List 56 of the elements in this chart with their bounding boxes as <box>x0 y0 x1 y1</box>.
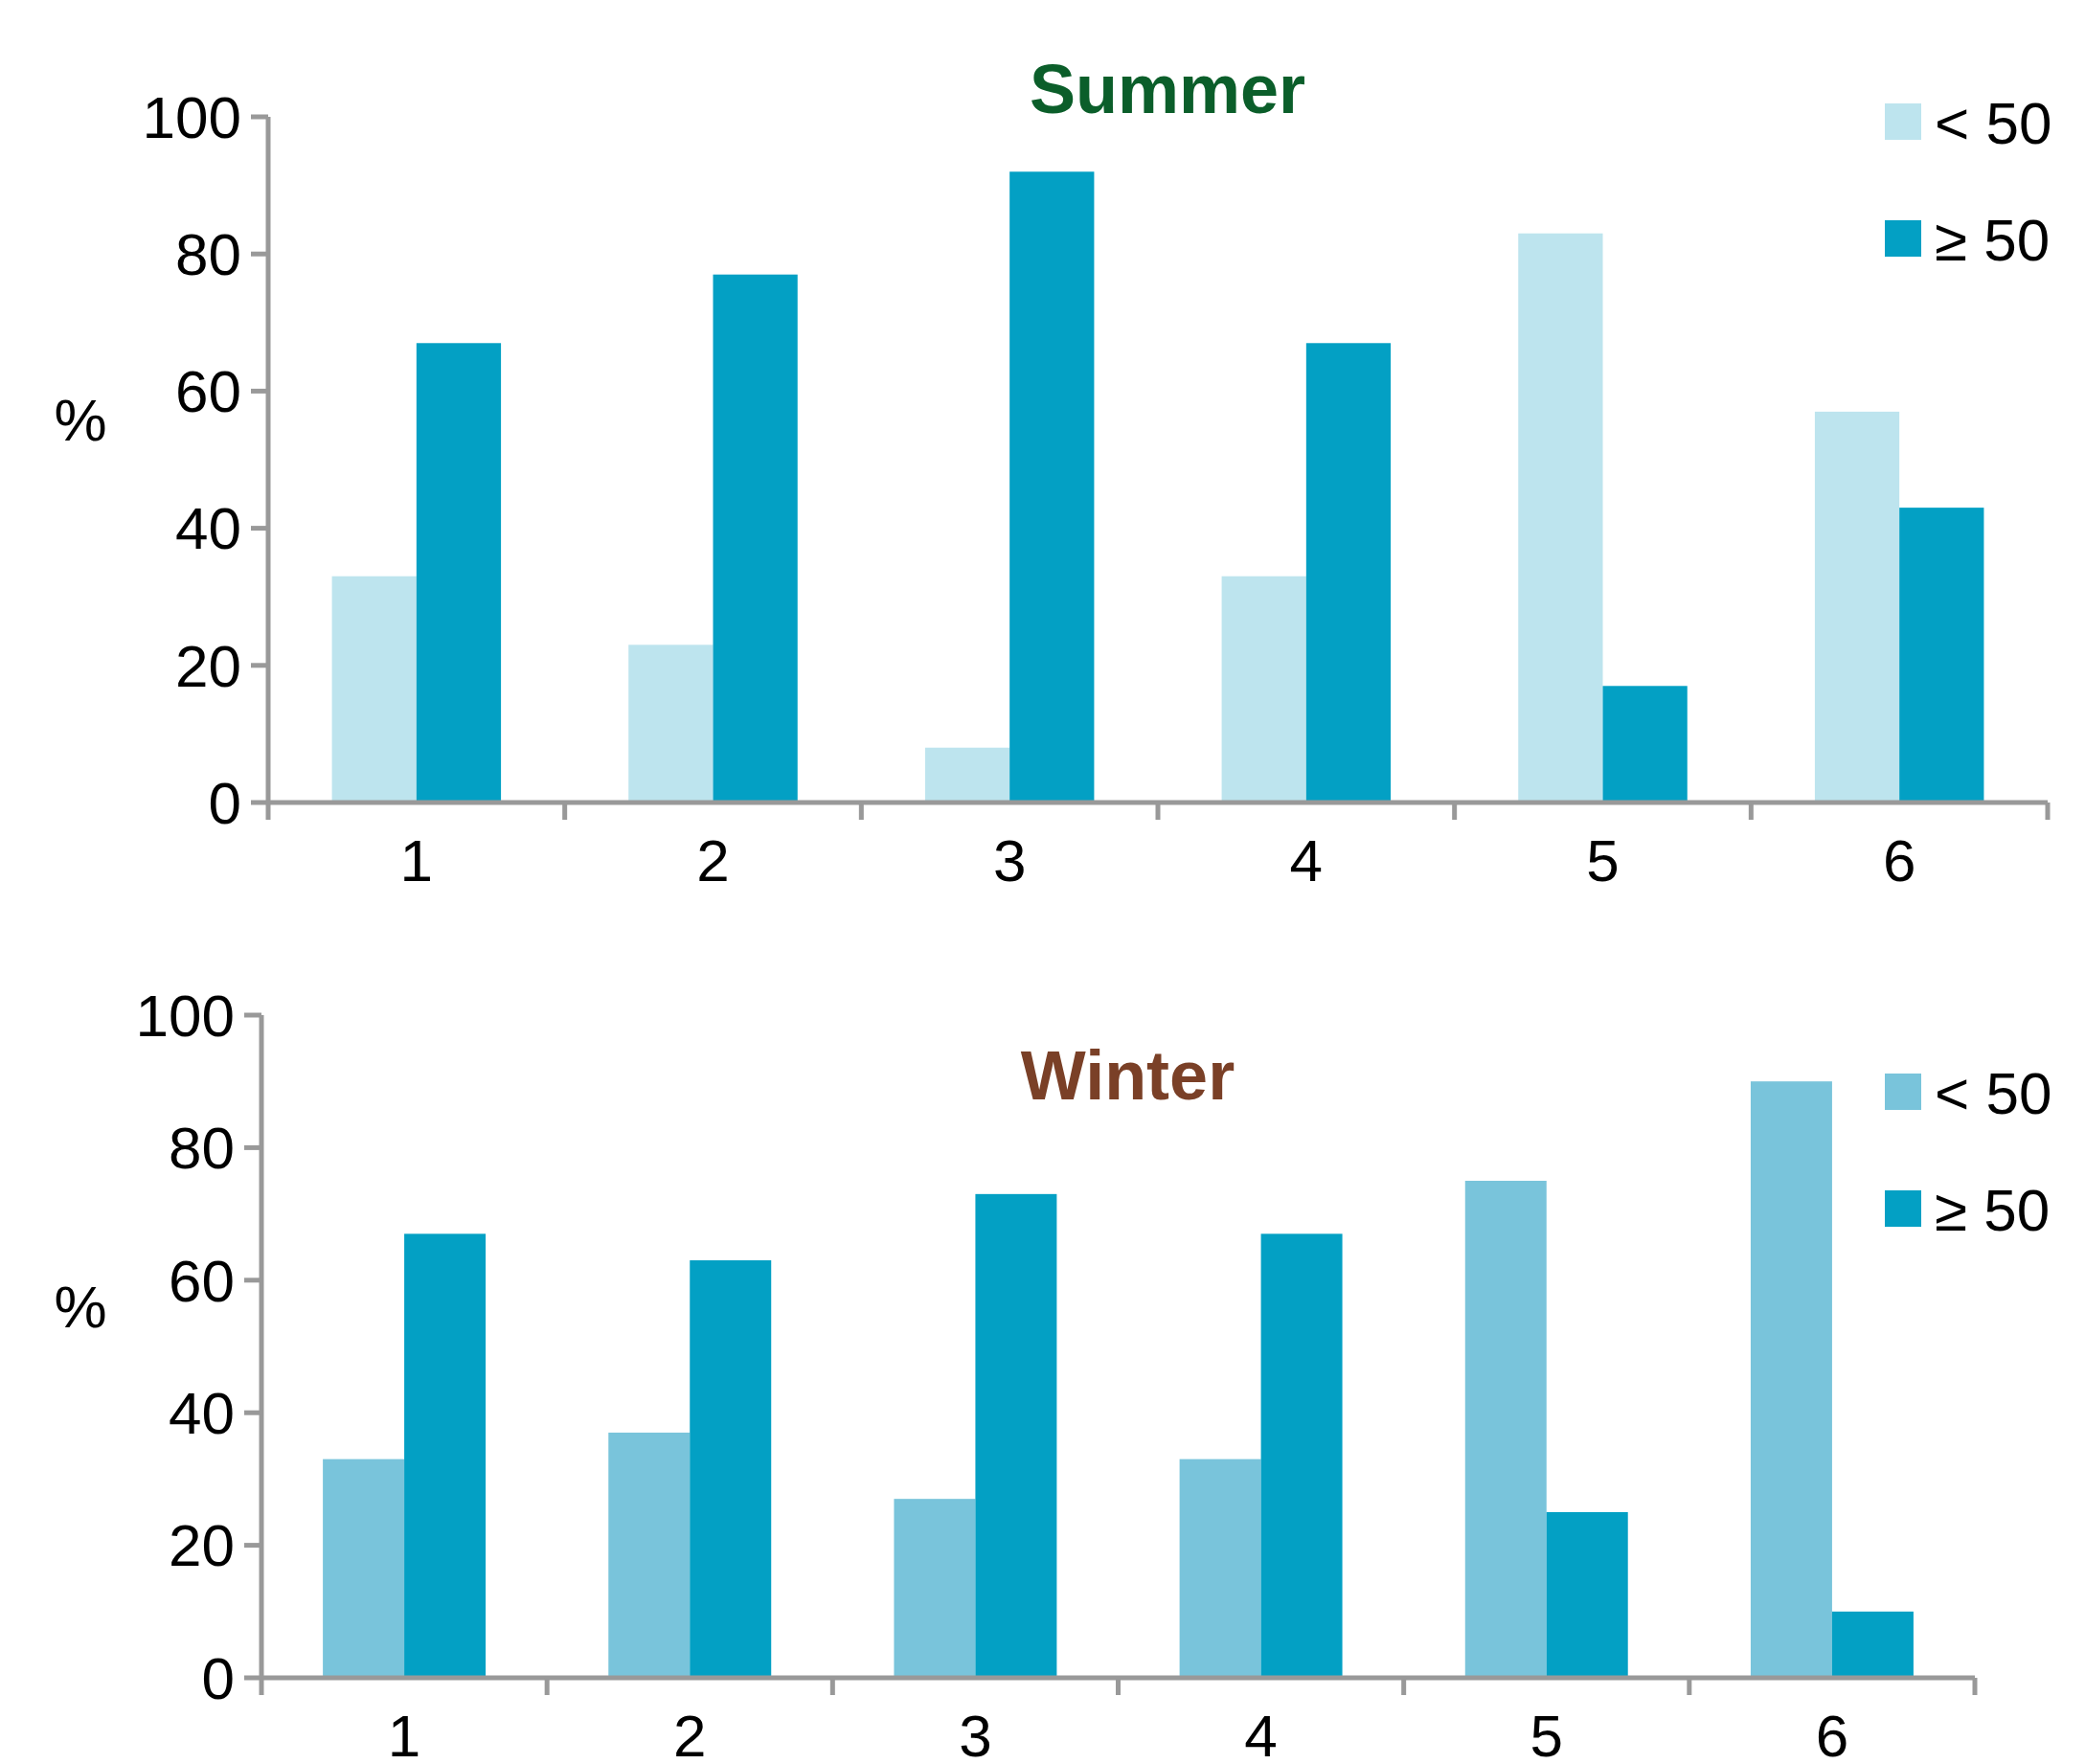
y-tick-label: 60 <box>175 358 241 425</box>
x-tick-label: 2 <box>673 1703 707 1764</box>
bar <box>690 1260 772 1678</box>
y-tick-label: 0 <box>208 769 241 836</box>
bar <box>1260 1233 1343 1678</box>
chart-title: Winter <box>1020 1037 1235 1114</box>
y-tick-label: 40 <box>175 495 241 562</box>
y-tick-label: 100 <box>142 83 241 150</box>
bar <box>1464 1181 1547 1678</box>
x-tick-label: 1 <box>399 827 434 893</box>
bar <box>323 1459 405 1678</box>
bar <box>416 343 502 803</box>
bar <box>1814 411 1900 803</box>
x-tick-label: 4 <box>1289 827 1324 893</box>
chart-title: Summer <box>1029 51 1306 127</box>
bar <box>608 1432 691 1678</box>
y-tick-label: 20 <box>169 1512 235 1579</box>
bar <box>1750 1081 1832 1678</box>
bar <box>894 1499 976 1678</box>
bar <box>1009 171 1095 803</box>
x-tick-label: 1 <box>387 1703 421 1764</box>
y-tick-label: 80 <box>169 1115 235 1182</box>
x-tick-label: 2 <box>696 827 730 893</box>
x-tick-label: 6 <box>1815 1703 1849 1764</box>
bar <box>331 576 417 803</box>
legend-label: ≥ 50 <box>1935 206 2051 273</box>
y-tick-label: 40 <box>169 1379 235 1446</box>
y-tick-label: 0 <box>201 1644 235 1711</box>
y-tick-label: 100 <box>135 982 235 1049</box>
bar <box>1305 343 1392 803</box>
bar <box>1831 1611 1914 1678</box>
legend-label: ≥ 50 <box>1935 1176 2051 1243</box>
bar <box>1221 576 1306 803</box>
y-tick-label: 80 <box>175 220 241 287</box>
x-tick-label: 6 <box>1882 827 1916 893</box>
bar <box>1602 686 1688 803</box>
bar <box>1546 1512 1628 1678</box>
y-tick-label: 60 <box>169 1247 235 1314</box>
x-tick-label: 4 <box>1244 1703 1278 1764</box>
legend-label: < 50 <box>1935 89 2052 156</box>
bar <box>924 747 1010 803</box>
y-axis-title: % <box>54 1274 107 1340</box>
y-tick-label: 20 <box>175 632 241 699</box>
x-tick-label: 5 <box>1530 1703 1563 1764</box>
bar <box>404 1233 487 1678</box>
bar <box>1179 1459 1261 1678</box>
y-axis-title: % <box>54 387 107 453</box>
bar <box>1518 233 1603 803</box>
bar <box>628 645 714 803</box>
bar <box>1899 508 1984 803</box>
x-tick-label: 3 <box>959 1703 992 1764</box>
bar <box>713 274 798 803</box>
x-tick-label: 3 <box>992 827 1027 893</box>
bar <box>975 1193 1057 1678</box>
x-tick-label: 5 <box>1586 827 1620 893</box>
legend-label: < 50 <box>1935 1059 2052 1126</box>
